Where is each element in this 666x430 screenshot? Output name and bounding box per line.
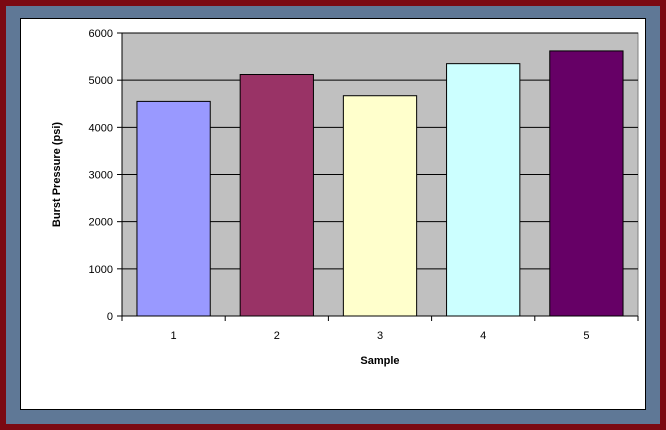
y-tick-label: 4000 xyxy=(89,122,113,134)
y-tick-label: 2000 xyxy=(89,217,113,229)
x-axis-title: Sample xyxy=(360,355,399,367)
inner-frame: 0 1000 2000 3000 4000 5000 6000 1 2 3 4 5 Burst Pre… xyxy=(6,6,660,424)
y-tick-label: 3000 xyxy=(89,170,113,182)
bar-sample-1 xyxy=(136,100,211,317)
x-tick-label: 5 xyxy=(583,330,589,342)
x-tick-label: 4 xyxy=(480,330,486,342)
y-tick-label: 0 xyxy=(107,311,113,323)
bar-chart: 0 1000 2000 3000 4000 5000 6000 1 2 3 4 5 Burst Pre… xyxy=(51,28,639,367)
bar-sample-4 xyxy=(446,63,521,317)
x-tick-label: 3 xyxy=(377,330,383,342)
x-tick-label: 2 xyxy=(274,330,280,342)
y-axis-title: Burst Pressure (psi) xyxy=(51,122,63,227)
y-tick-label: 5000 xyxy=(89,75,113,87)
x-tick-label: 1 xyxy=(171,330,177,342)
chart-area: 0 1000 2000 3000 4000 5000 6000 1 2 3 4 5 Burst Pre… xyxy=(20,18,646,410)
bar-sample-2 xyxy=(239,74,314,317)
y-tick-label: 6000 xyxy=(89,28,113,40)
bar-sample-5 xyxy=(549,50,624,317)
bar-sample-3 xyxy=(342,95,418,317)
y-tick-label: 1000 xyxy=(89,264,113,276)
